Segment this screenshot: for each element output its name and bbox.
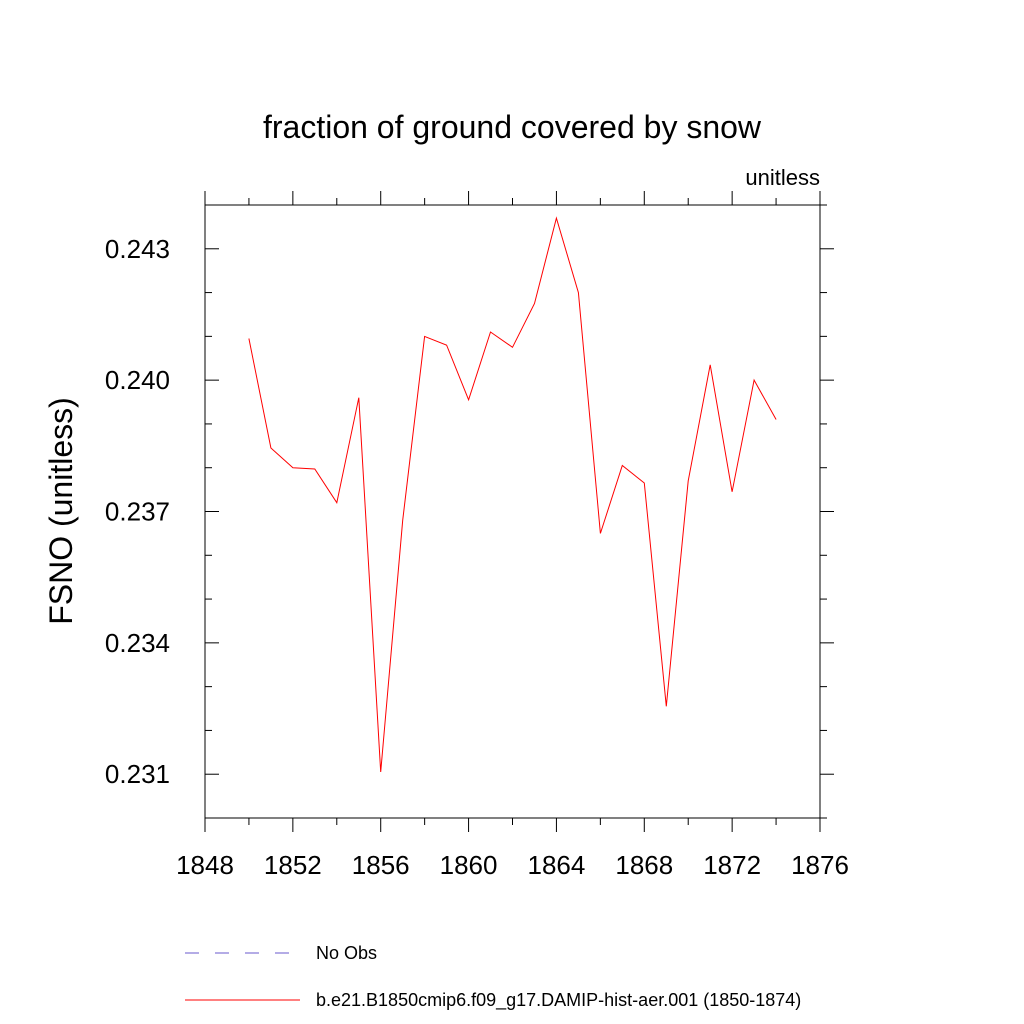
axis-ticks xyxy=(204,191,834,832)
units-label: unitless xyxy=(745,165,820,190)
y-tick-label: 0.243 xyxy=(105,234,170,264)
y-tick-label: 0.240 xyxy=(105,365,170,395)
series-lines xyxy=(248,216,777,773)
chart-title: fraction of ground covered by snow xyxy=(263,109,762,145)
x-tick-label: 1876 xyxy=(791,850,849,880)
legend: No Obs b.e21.B1850cmip6.f09_g17.DAMIP-hi… xyxy=(185,943,801,1011)
y-tick-label: 0.237 xyxy=(105,497,170,527)
x-tick-label: 1864 xyxy=(528,850,586,880)
x-tick-label: 1872 xyxy=(703,850,761,880)
y-axis-label: FSNO (unitless) xyxy=(43,397,79,625)
x-tick-label: 1856 xyxy=(352,850,410,880)
legend-label-series: b.e21.B1850cmip6.f09_g17.DAMIP-hist-aer.… xyxy=(316,990,801,1011)
y-tick-labels: 0.231 0.234 0.237 0.240 0.243 xyxy=(105,234,170,789)
x-tick-labels: 1848 1852 1856 1860 1864 1868 1872 1876 xyxy=(176,850,849,880)
y-tick-label: 0.231 xyxy=(105,759,170,789)
y-tick-label: 0.234 xyxy=(105,628,170,658)
series-line xyxy=(248,216,777,773)
x-tick-label: 1860 xyxy=(440,850,498,880)
plot-frame xyxy=(204,204,821,819)
x-tick-label: 1848 xyxy=(176,850,234,880)
legend-label-no-obs: No Obs xyxy=(316,943,377,963)
x-tick-label: 1852 xyxy=(264,850,322,880)
x-tick-label: 1868 xyxy=(615,850,673,880)
